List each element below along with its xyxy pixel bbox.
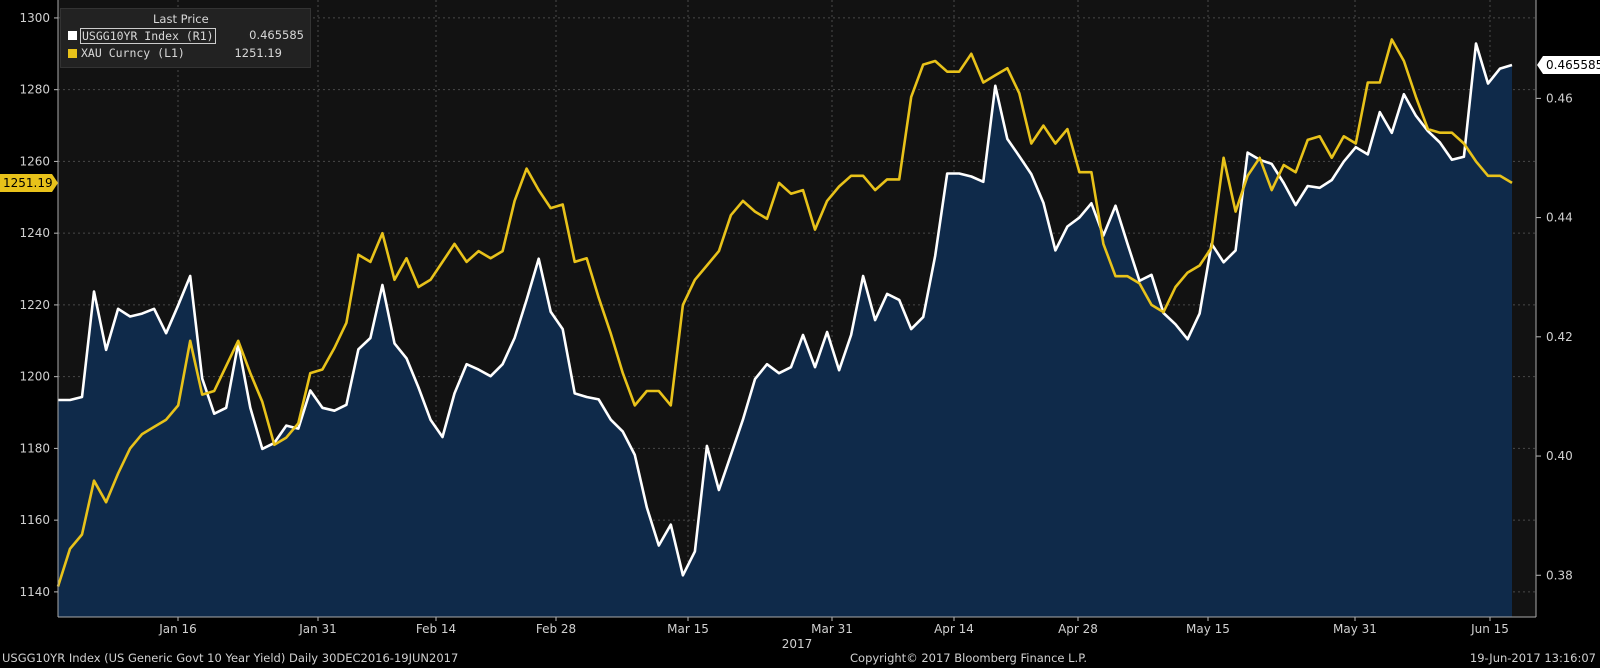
x-year-label: 2017 [782,637,813,651]
right-tick-label: 0.38 [1546,568,1573,582]
left-tick-label: 1260 [19,154,50,168]
left-tick-label: 1180 [19,441,50,455]
left-tick-label: 1220 [19,298,50,312]
footer-copyright: Copyright© 2017 Bloomberg Finance L.P. [850,651,1087,665]
x-tick-label: May 15 [1186,622,1230,636]
x-tick-label: Feb 28 [536,622,576,636]
left-tick-label: 1200 [19,370,50,384]
right-tick-label: 0.42 [1546,330,1573,344]
x-tick-label: Apr 14 [934,622,974,636]
x-tick-label: Apr 28 [1058,622,1098,636]
legend-item-value: 1251.19 [234,46,282,60]
right-tick-label: 0.44 [1546,211,1573,225]
x-tick-label: May 31 [1333,622,1377,636]
last-value-tag-1: 1251.19 [0,173,58,192]
series-line-1 [56,38,1513,587]
legend-item-name: XAU Curncy (L1) [81,46,185,60]
footer-timestamp: 19-Jun-2017 13:16:07 [1469,651,1596,665]
left-tick-label: 1280 [19,83,50,97]
legend-item-usgg10yr: USGG10YR Index (R1) 0.465585 [68,28,306,44]
last-value-label: 1251.19 [3,176,53,190]
legend: Last Price USGG10YR Index (R1) 0.465585 … [60,8,311,68]
series-line-0 [58,42,1513,577]
x-tick-label: Jun 15 [1470,622,1509,636]
axes: 1140 1160 1180 1200 1220 1240 1260 1280 1300 0.38… [19,0,1573,651]
legend-swatch-white [68,31,77,40]
footer-description: USGG10YR Index (US Generic Govt 10 Year … [2,651,459,665]
x-tick-label: Jan 16 [158,622,197,636]
last-value-label: 0.465585 [1546,58,1600,72]
legend-header: Last Price [153,12,209,26]
x-tick-label: Jan 31 [298,622,337,636]
legend-item-value: 0.465585 [249,28,304,42]
legend-item-xau: XAU Curncy (L1) 1251.19 [68,46,306,61]
left-tick-label: 1160 [19,513,50,527]
x-tick-label: Mar 15 [667,622,709,636]
x-tick-label: Mar 31 [811,622,853,636]
legend-swatch-gold [68,49,77,58]
usgg10yr-area [58,43,1512,617]
right-tick-label: 0.40 [1546,449,1573,463]
left-tick-label: 1140 [19,585,50,599]
last-value-tag-0: 0.465585 [1537,55,1600,74]
left-tick-label: 1300 [19,11,50,25]
x-tick-label: Feb 14 [416,622,456,636]
right-tick-label: 0.46 [1546,91,1573,105]
last-value-labels: 0.465585 1251.19 [0,55,1600,192]
legend-item-name: USGG10YR Index (R1) [80,28,216,44]
area-fill-0 [58,43,1512,617]
series-lines [56,38,1513,587]
left-tick-label: 1240 [19,226,50,240]
